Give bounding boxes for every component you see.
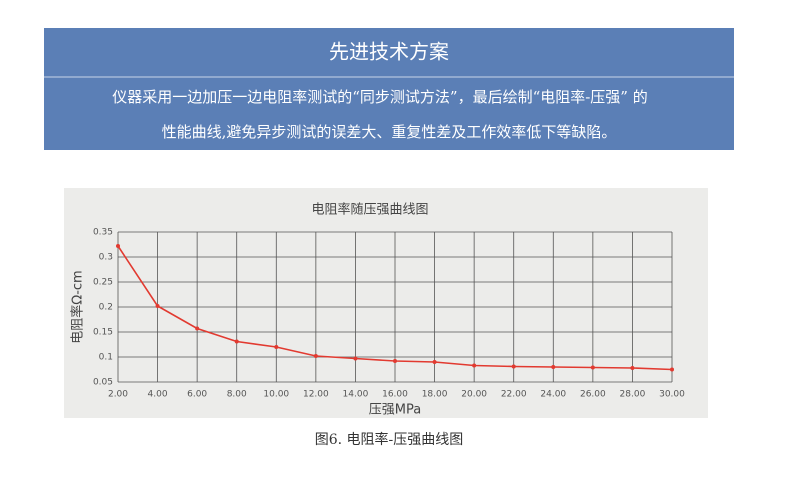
banner-text: 性能曲线,避免异步测试的误差大、重复性差及工作效率低下等缺陷。: [162, 123, 617, 141]
x-tick-label: 12.00: [303, 390, 329, 400]
data-point: [195, 326, 200, 331]
data-point: [670, 367, 674, 372]
data-point: [116, 244, 120, 248]
y-tick-label: 0.35: [93, 228, 113, 238]
x-tick-label: 20.00: [461, 390, 487, 400]
x-tick-label: 22.00: [501, 390, 527, 400]
data-point: [551, 365, 556, 369]
x-tick-label: 6.00: [187, 390, 207, 400]
y-tick-label: 0.25: [93, 278, 113, 288]
x-tick-label: 8.00: [227, 390, 247, 400]
data-point: [630, 366, 635, 370]
data-point: [511, 364, 516, 369]
data-point: [353, 356, 358, 361]
banner: [44, 28, 734, 150]
x-tick-label: 30.00: [659, 390, 685, 400]
data-point: [472, 363, 477, 368]
y-tick-label: 0.3: [99, 253, 113, 263]
y-tick-label: 0.05: [93, 378, 113, 388]
x-tick-label: 26.00: [580, 390, 606, 400]
data-point: [274, 345, 279, 349]
chart-background: [64, 188, 708, 418]
x-axis-label: 压强MPa: [369, 403, 421, 418]
x-tick-label: 10.00: [263, 390, 289, 400]
x-tick-label: 14.00: [343, 390, 369, 400]
x-tick-label: 28.00: [620, 390, 646, 400]
data-point: [313, 354, 318, 358]
banner-title: 先进技术方案: [329, 40, 449, 64]
x-tick-label: 18.00: [422, 390, 448, 400]
banner-text: 仪器采用一边加压一边电阻率测试的“同步测试方法”，最后绘制“电阻率-压强” 的: [112, 88, 648, 106]
y-axis-label: 电阻率Ω-cm: [70, 270, 86, 343]
y-tick-label: 0.15: [93, 328, 113, 338]
x-tick-label: 24.00: [540, 390, 566, 400]
data-point: [590, 365, 595, 370]
data-point: [393, 359, 397, 363]
x-tick-label: 2.00: [108, 390, 128, 400]
data-point: [432, 360, 437, 364]
data-point: [155, 304, 160, 308]
x-tick-label: 4.00: [148, 390, 168, 400]
data-point: [234, 339, 239, 344]
y-tick-label: 0.1: [99, 353, 113, 363]
chart-title: 电阻率随压强曲线图: [311, 202, 428, 218]
caption: 图6. 电阻率-压强曲线图: [315, 431, 464, 448]
x-tick-label: 16.00: [382, 390, 408, 400]
y-tick-label: 0.2: [99, 303, 113, 313]
